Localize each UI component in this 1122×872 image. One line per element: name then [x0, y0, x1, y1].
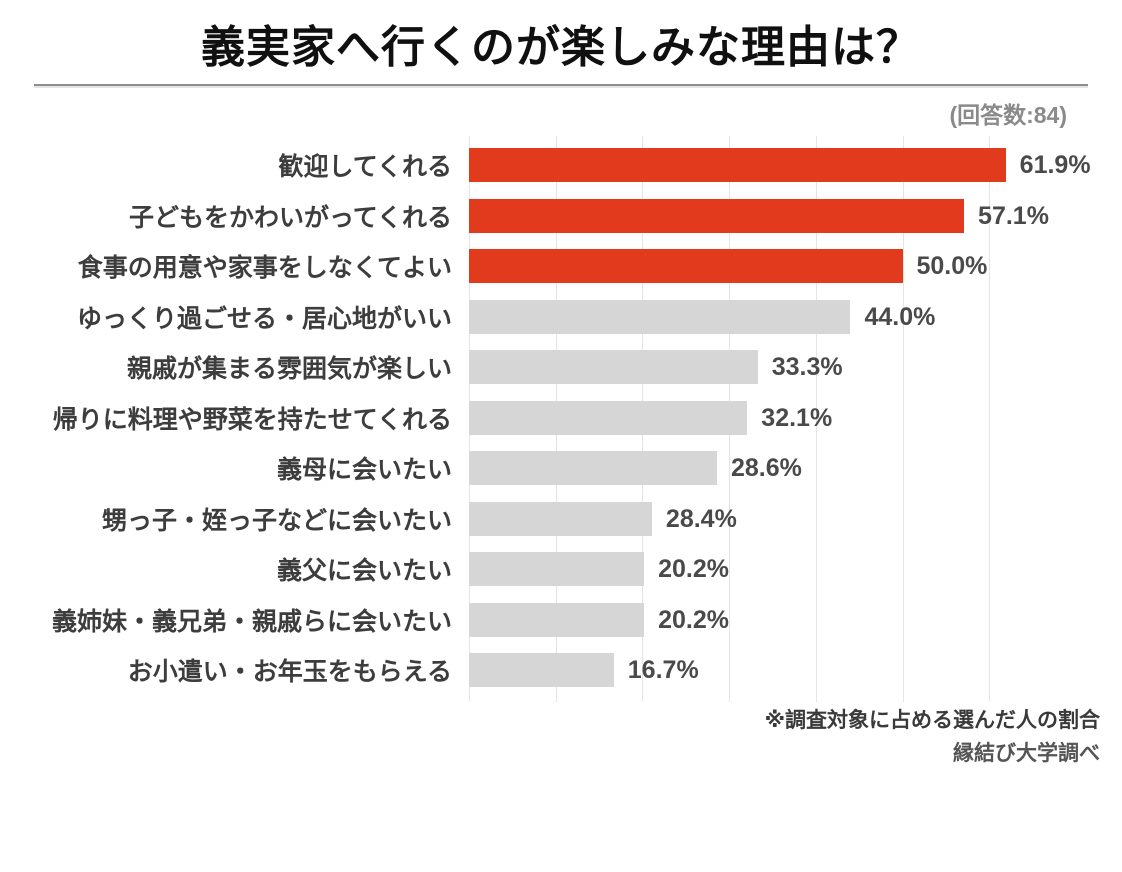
category-label: 帰りに料理や野菜を持たせてくれる: [52, 405, 452, 434]
category-label: 歓迎してくれる: [278, 153, 452, 182]
bar: [469, 653, 614, 688]
chart-row: 子どもをかわいがってくれる 57.1%: [0, 191, 1122, 242]
value-label: 20.2%: [658, 555, 730, 584]
page-title: 義実家へ行くのが楽しみな理由は？: [201, 23, 921, 72]
value-label: 50.0%: [916, 252, 988, 281]
bar: [469, 148, 1006, 183]
bar: [469, 602, 645, 637]
bar: [469, 501, 652, 536]
bar-track: 50.0%: [469, 249, 1122, 284]
category-label: 義父に会いたい: [276, 557, 452, 586]
response-count-label: (回答数:84): [949, 102, 1067, 128]
value-label: 28.4%: [665, 504, 737, 533]
value-label: 32.1%: [761, 403, 833, 432]
value-label: 57.1%: [978, 201, 1049, 230]
footnote: ※調査対象に占める選んだ人の割合 縁結び大学調べ: [0, 704, 1122, 767]
footnote-method: ※調査対象に占める選んだ人の割合: [764, 709, 1100, 732]
chart-row: 食事の用意や家事をしなくてよい 50.0%: [0, 241, 1122, 292]
bar-track: 61.9%: [469, 148, 1122, 183]
category-label: 子どもをかわいがってくれる: [128, 203, 452, 232]
chart-row: 親戚が集まる雰囲気が楽しい 33.3%: [0, 342, 1122, 393]
title-divider: [34, 84, 1088, 86]
value-label: 20.2%: [658, 605, 730, 634]
value-label: 16.7%: [627, 656, 699, 685]
bar: [469, 400, 748, 435]
chart-row: お小遣い・お年玉をもらえる 16.7%: [0, 645, 1122, 696]
bar-track: 20.2%: [469, 552, 1122, 587]
footnote-source: 縁結び大学調べ: [953, 742, 1100, 765]
chart-row: 帰りに料理や野菜を持たせてくれる 32.1%: [0, 393, 1122, 444]
category-label: 親戚が集まる雰囲気が楽しい: [126, 355, 452, 384]
bar: [469, 299, 851, 334]
bar-track: 57.1%: [469, 198, 1122, 233]
bar: [469, 552, 645, 587]
bar-track: 32.1%: [469, 400, 1122, 435]
chart-row: 義父に会いたい 20.2%: [0, 544, 1122, 595]
gridline: [815, 136, 817, 702]
gridline: [902, 136, 904, 702]
chart-row: 義姉妹・義兄弟・親戚らに会いたい 20.2%: [0, 595, 1122, 646]
category-label: 義母に会いたい: [276, 456, 452, 485]
category-label: ゆっくり過ごせる・居心地がいい: [76, 304, 452, 333]
value-label: 61.9%: [1019, 151, 1091, 180]
bar-chart: 歓迎してくれる 61.9% 子どもをかわいがってくれる 57.1% 食事の用意や家事をし…: [0, 136, 1122, 702]
bar-track: 16.7%: [469, 653, 1122, 688]
bar-track: 33.3%: [469, 350, 1122, 385]
chart-row: 義母に会いたい 28.6%: [0, 443, 1122, 494]
value-label: 28.6%: [730, 454, 802, 483]
value-label: 33.3%: [771, 353, 843, 382]
bar-track: 20.2%: [469, 602, 1122, 637]
bar: [469, 451, 717, 486]
bar-track: 28.6%: [469, 451, 1122, 486]
bar: [469, 198, 965, 233]
chart-rows: 歓迎してくれる 61.9% 子どもをかわいがってくれる 57.1% 食事の用意や家事をし…: [0, 140, 1122, 696]
chart-row: ゆっくり過ごせる・居心地がいい 44.0%: [0, 292, 1122, 343]
chart-row: 歓迎してくれる 61.9%: [0, 140, 1122, 191]
value-label: 44.0%: [864, 302, 936, 331]
gridline: [989, 136, 991, 702]
bar-track: 28.4%: [469, 501, 1122, 536]
chart-row: 甥っ子・姪っ子などに会いたい 28.4%: [0, 494, 1122, 545]
bar-track: 44.0%: [469, 299, 1122, 334]
category-label: お小遣い・お年玉をもらえる: [127, 658, 452, 687]
category-label: 甥っ子・姪っ子などに会いたい: [101, 506, 452, 535]
bar: [469, 249, 903, 284]
infographic-page: 義実家へ行くのが楽しみな理由は？ (回答数:84) 歓迎してくれる 61.9% 子ど…: [0, 22, 1122, 872]
category-label: 食事の用意や家事をしなくてよい: [77, 254, 452, 283]
category-label: 義姉妹・義兄弟・親戚らに会いたい: [51, 607, 452, 636]
bar: [469, 350, 758, 385]
